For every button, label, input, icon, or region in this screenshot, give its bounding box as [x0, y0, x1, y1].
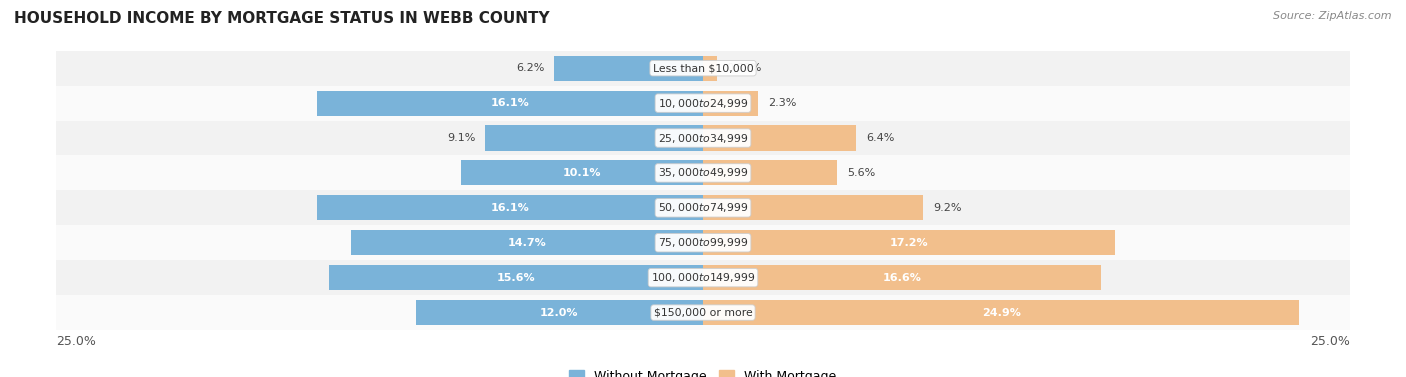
Text: 17.2%: 17.2%	[890, 238, 928, 248]
Bar	[32, 121, 1374, 155]
Bar	[352, 230, 703, 255]
Text: 16.1%: 16.1%	[491, 98, 530, 108]
Text: $10,000 to $24,999: $10,000 to $24,999	[658, 97, 748, 110]
Bar	[554, 56, 703, 81]
Text: $100,000 to $149,999: $100,000 to $149,999	[651, 271, 755, 284]
Bar	[703, 195, 924, 221]
Text: Source: ZipAtlas.com: Source: ZipAtlas.com	[1274, 11, 1392, 21]
Bar	[32, 190, 1374, 225]
Text: 0.59%: 0.59%	[727, 63, 762, 73]
Bar	[32, 295, 1374, 330]
Bar	[32, 225, 1374, 260]
Text: 6.4%: 6.4%	[866, 133, 894, 143]
Bar	[703, 160, 837, 185]
Text: 5.6%: 5.6%	[846, 168, 875, 178]
Text: 25.0%: 25.0%	[56, 335, 96, 348]
Legend: Without Mortgage, With Mortgage: Without Mortgage, With Mortgage	[564, 365, 842, 377]
Text: 15.6%: 15.6%	[496, 273, 536, 283]
Text: 9.1%: 9.1%	[447, 133, 475, 143]
Text: HOUSEHOLD INCOME BY MORTGAGE STATUS IN WEBB COUNTY: HOUSEHOLD INCOME BY MORTGAGE STATUS IN W…	[14, 11, 550, 26]
Bar	[416, 300, 703, 325]
Bar	[703, 300, 1299, 325]
Bar	[329, 265, 703, 290]
Bar	[32, 51, 1374, 86]
Text: 24.9%: 24.9%	[981, 308, 1021, 317]
Bar	[32, 155, 1374, 190]
Text: $35,000 to $49,999: $35,000 to $49,999	[658, 166, 748, 179]
Bar	[703, 265, 1101, 290]
Text: $50,000 to $74,999: $50,000 to $74,999	[658, 201, 748, 215]
Text: 25.0%: 25.0%	[1310, 335, 1350, 348]
Text: 6.2%: 6.2%	[516, 63, 546, 73]
Bar	[703, 126, 856, 150]
Text: 10.1%: 10.1%	[562, 168, 602, 178]
Bar	[485, 126, 703, 150]
Text: 14.7%: 14.7%	[508, 238, 547, 248]
Text: 12.0%: 12.0%	[540, 308, 578, 317]
Bar	[318, 195, 703, 221]
Bar	[703, 230, 1115, 255]
Bar	[32, 260, 1374, 295]
Bar	[461, 160, 703, 185]
Text: Less than $10,000: Less than $10,000	[652, 63, 754, 73]
Text: 9.2%: 9.2%	[934, 203, 962, 213]
Text: 2.3%: 2.3%	[768, 98, 796, 108]
Text: 16.6%: 16.6%	[883, 273, 921, 283]
Text: $25,000 to $34,999: $25,000 to $34,999	[658, 132, 748, 144]
Bar	[32, 86, 1374, 121]
Bar	[318, 90, 703, 116]
Bar	[703, 56, 717, 81]
Text: $75,000 to $99,999: $75,000 to $99,999	[658, 236, 748, 249]
Bar	[703, 90, 758, 116]
Text: $150,000 or more: $150,000 or more	[654, 308, 752, 317]
Text: 16.1%: 16.1%	[491, 203, 530, 213]
